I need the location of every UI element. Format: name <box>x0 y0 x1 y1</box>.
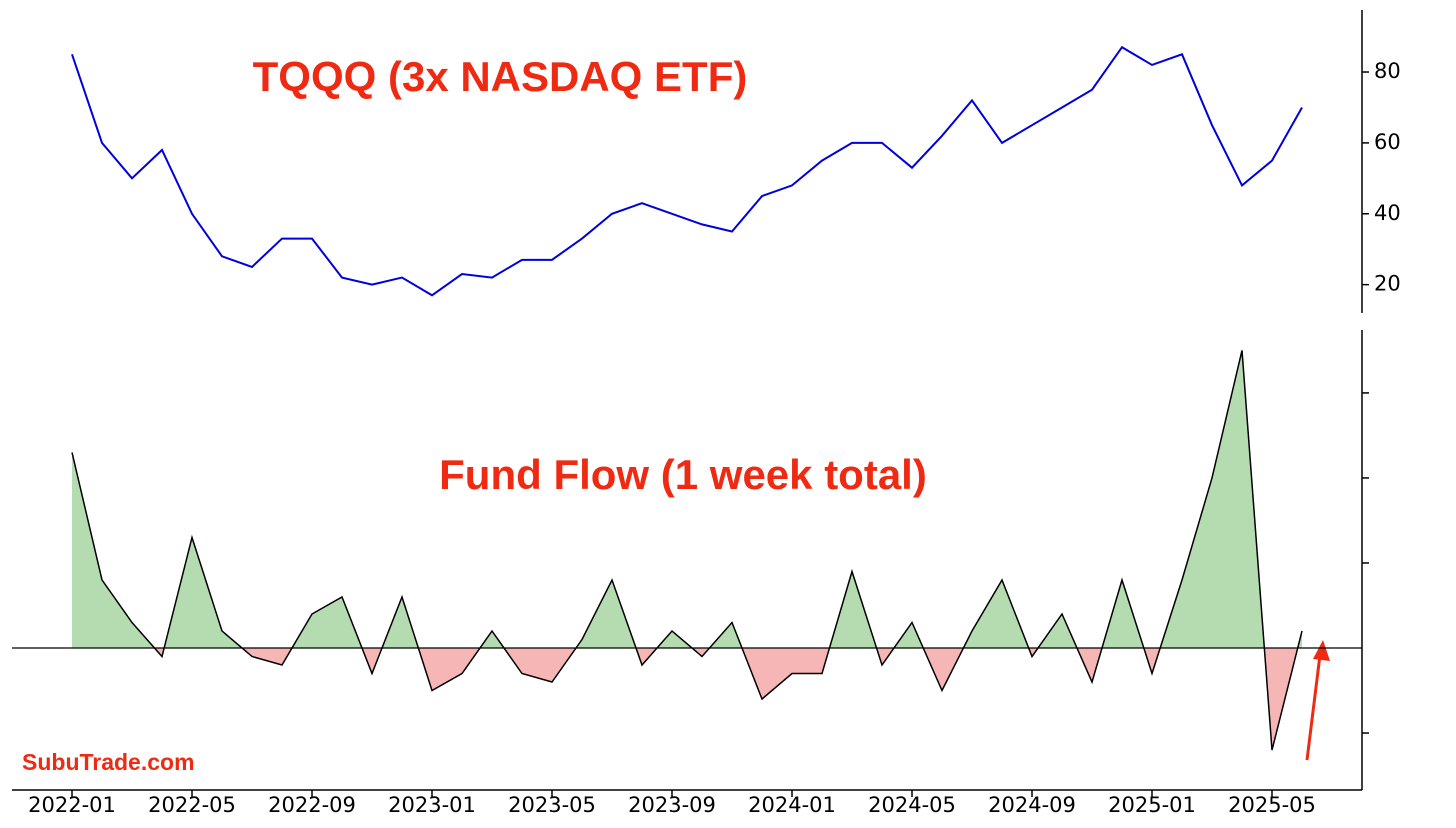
x-tick-label: 2023-05 <box>508 793 596 817</box>
line <box>71 350 1303 751</box>
x-tick-label: 2024-05 <box>868 793 956 817</box>
y-tick-label: 40 <box>1374 201 1401 225</box>
chart-title: Fund Flow (1 week total) <box>439 451 927 498</box>
x-tick-label: 2022-05 <box>148 793 236 817</box>
x-tick-label: 2025-05 <box>1228 793 1316 817</box>
x-tick-label: 2022-09 <box>268 793 356 817</box>
chart-title: TQQQ (3x NASDAQ ETF) <box>253 53 748 100</box>
x-tick-label: 2023-01 <box>388 793 476 817</box>
y-tick-label: 60 <box>1374 130 1401 154</box>
x-tick-label: 2025-01 <box>1108 793 1196 817</box>
x-tick-label: 2024-01 <box>748 793 836 817</box>
line <box>71 45 1303 297</box>
x-tick-label: 2023-09 <box>628 793 716 817</box>
negative-area <box>72 648 1302 751</box>
x-tick-label: 2024-09 <box>988 793 1076 817</box>
y-tick-label: 20 <box>1374 272 1401 296</box>
x-tick-label: 2022-01 <box>28 793 116 817</box>
watermark: SubuTrade.com <box>22 749 195 775</box>
y-tick-label: 80 <box>1374 59 1401 83</box>
arrow <box>1305 640 1330 761</box>
positive-area <box>72 350 1302 649</box>
